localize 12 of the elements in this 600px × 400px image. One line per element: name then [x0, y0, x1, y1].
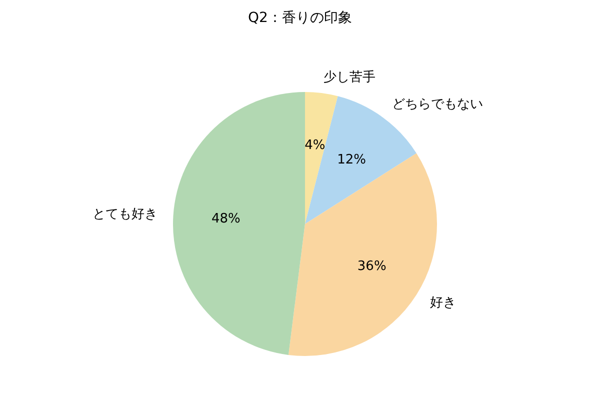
data-label: 36%	[357, 258, 386, 274]
data-label: 12%	[337, 152, 366, 168]
chart-title: Q2：香りの印象	[247, 9, 353, 27]
data-label: 48%	[212, 212, 240, 227]
data-label: 4%	[304, 138, 326, 153]
slice-label: 好き	[430, 296, 456, 311]
slice-label: どちらでもない	[392, 96, 483, 112]
pie-slice	[305, 96, 416, 224]
pie-slice	[305, 92, 338, 224]
pie-slice	[173, 92, 305, 355]
slice-label: 少し苦手	[324, 70, 376, 85]
slice-label: とても好き	[92, 207, 158, 222]
